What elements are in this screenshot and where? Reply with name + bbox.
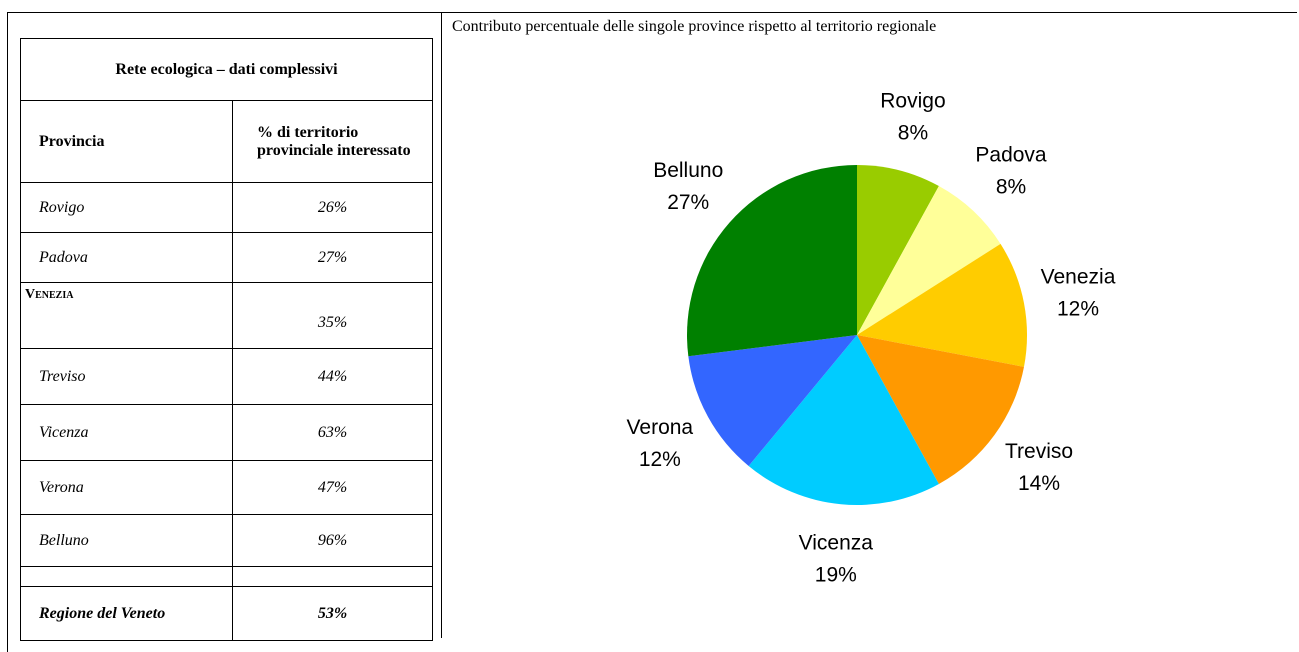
pie-slice: [686, 165, 857, 357]
cell: Treviso: [20, 348, 233, 405]
pie-slice: [857, 243, 1027, 367]
slice-label: Rovigo: [880, 90, 945, 113]
frame: [7, 12, 1297, 652]
slice-value-label: 8%: [996, 176, 1026, 199]
pie-slice: [688, 335, 857, 466]
header-cell: Provincia: [20, 100, 233, 183]
divider: [441, 12, 442, 638]
slice-label: Vicenza: [799, 532, 874, 555]
cell: 63%: [231, 404, 434, 461]
total-cell: Regione del Veneto: [20, 586, 233, 641]
slice-value-label: 19%: [815, 564, 857, 587]
cell: 35%: [231, 282, 434, 349]
slice-label: Venezia: [1041, 265, 1116, 288]
cell: 96%: [231, 514, 434, 567]
data-table: Rete ecologica – dati complessivi Provin…: [19, 38, 434, 641]
slice-value-label: 8%: [898, 122, 928, 145]
table-title: Rete ecologica – dati complessivi: [19, 38, 434, 101]
slice-label: Verona: [627, 416, 694, 439]
pie-slice: [857, 165, 939, 335]
slice-value-label: 12%: [639, 448, 681, 471]
chart: Rovigo 8% Padova 8% Venezia 12% Treviso 14% Vice…: [627, 90, 1116, 587]
page: Rete ecologica – dati complessivi Provin…: [7, 12, 1297, 652]
cell: Vicenza: [20, 404, 233, 461]
cell: Venezia: [20, 282, 233, 349]
slice-label: Padova: [975, 144, 1047, 167]
cell: 44%: [231, 348, 434, 405]
slice-value-label: 14%: [1018, 472, 1060, 495]
slice-label: Treviso: [1005, 440, 1073, 463]
cell: 26%: [231, 182, 434, 233]
slice-label: Belluno: [653, 159, 723, 182]
pie-slice: [857, 186, 1001, 335]
pie-slice: [748, 335, 939, 505]
chart-title: Contributo percentuale delle singole pro…: [452, 18, 937, 35]
total-cell: 53%: [231, 586, 434, 641]
slice-value-label: 12%: [1057, 297, 1099, 320]
cell: Verona: [20, 460, 233, 515]
pie-slice: [857, 335, 1024, 484]
slice-value-label: 27%: [667, 191, 709, 214]
